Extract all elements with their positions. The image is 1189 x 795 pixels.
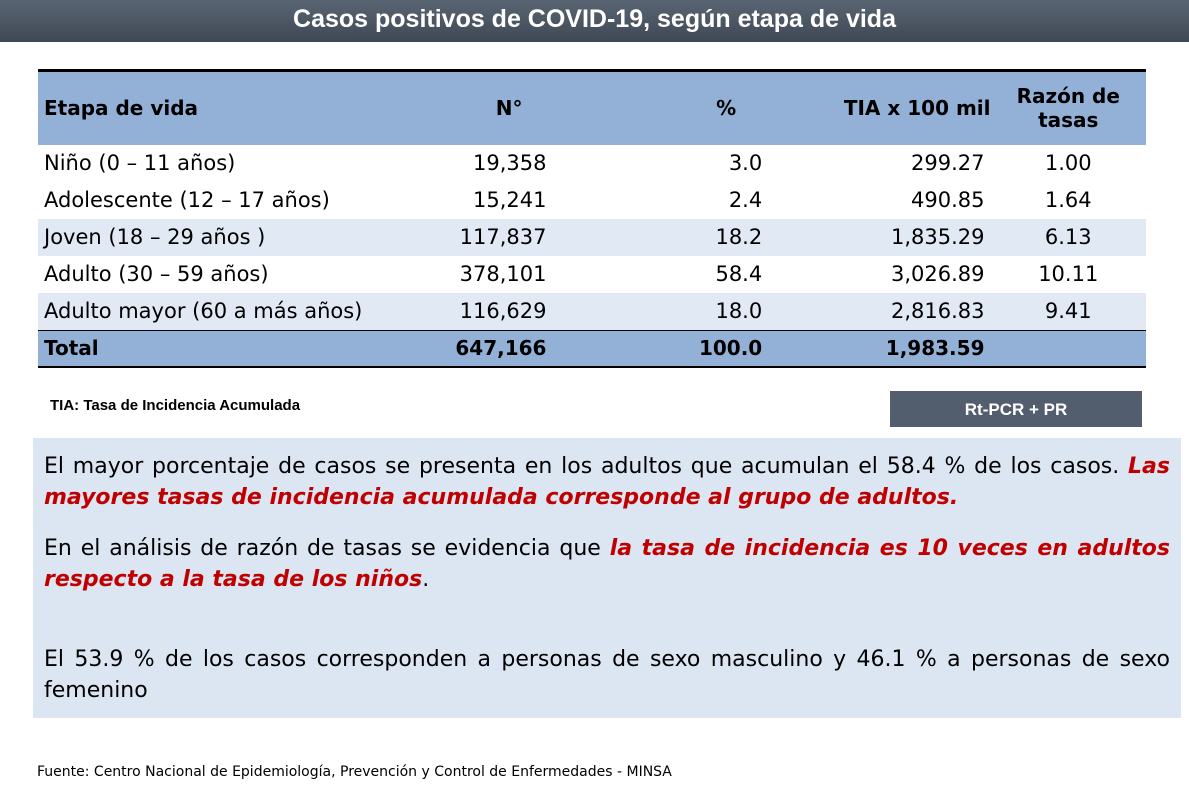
finding-1-highlight: Las mayores tasas de incidencia acumulad…: [44, 454, 1170, 510]
finding-paragraph-3: El 53.9 % de los casos corresponden a pe…: [44, 647, 1170, 703]
header-razon: Razón de tasas: [1016, 84, 1120, 133]
cell-razon: 1.64: [1044, 188, 1092, 212]
finding-paragraph-1: El mayor porcentaje de casos se presenta…: [44, 451, 1170, 513]
cell-tia: 490.85: [911, 188, 985, 212]
cell-n: 19,358: [472, 151, 547, 175]
table-total-row: Total 647,166 100.0 1,983.59: [38, 330, 1146, 367]
table-row: Adulto (30 – 59 años) 378,101 58.4 3,026…: [38, 256, 1146, 293]
header-n: N°: [495, 96, 523, 121]
cell-etapa: Joven (18 – 29 años ): [44, 225, 266, 249]
total-percent: 100.0: [698, 336, 763, 360]
table-row: Adulto mayor (60 a más años) 116,629 18.…: [38, 292, 1146, 330]
cell-percent: 58.4: [715, 262, 763, 286]
cell-percent: 18.2: [715, 225, 763, 249]
cell-percent: 18.0: [715, 299, 763, 323]
cell-tia: 3,026.89: [890, 262, 985, 286]
header-etapa: Etapa de vida: [44, 96, 199, 121]
method-badge: Rt-PCR + PR: [890, 391, 1142, 427]
cell-tia: 2,816.83: [890, 299, 985, 323]
table-header-row: Etapa de vida N° % TIA x 100 mil Razón d…: [38, 70, 1146, 145]
cell-n: 117,837: [459, 225, 547, 249]
cell-razon: 1.00: [1044, 151, 1092, 175]
header-tia: TIA x 100 mil: [843, 96, 991, 121]
cell-etapa: Adolescente (12 – 17 años): [44, 188, 330, 212]
cell-n: 116,629: [459, 299, 547, 323]
cell-n: 378,101: [459, 262, 547, 286]
findings-box: [33, 438, 1181, 718]
tia-footnote: TIA: Tasa de Incidencia Acumulada: [50, 397, 301, 414]
cell-etapa: Adulto mayor (60 a más años): [44, 299, 363, 323]
slide-title: Casos positivos de COVID-19, según etapa…: [0, 0, 1189, 42]
finding-2-highlight: la tasa de incidencia es 10 veces en adu…: [44, 536, 1171, 592]
cell-tia: 1,835.29: [890, 225, 985, 249]
finding-2-end: .: [422, 567, 430, 592]
total-tia: 1,983.59: [885, 336, 985, 360]
cell-etapa: Adulto (30 – 59 años): [44, 262, 269, 286]
source-note: Fuente: Centro Nacional de Epidemiología…: [37, 764, 672, 780]
cell-etapa: Niño (0 – 11 años): [44, 151, 236, 175]
cell-razon: 10.11: [1038, 262, 1099, 286]
header-percent: %: [716, 96, 737, 121]
table-row: Niño (0 – 11 años) 19,358 3.0 299.27 1.0…: [38, 145, 1146, 182]
cell-percent: 2.4: [728, 188, 763, 212]
total-razon: [991, 330, 1147, 367]
finding-paragraph-2: En el análisis de razón de tasas se evid…: [44, 533, 1170, 595]
cell-tia: 299.27: [911, 151, 985, 175]
total-n: 647,166: [455, 336, 547, 360]
cell-percent: 3.0: [728, 151, 763, 175]
total-label: Total: [44, 336, 99, 360]
cases-by-life-stage-table: Etapa de vida N° % TIA x 100 mil Razón d…: [38, 69, 1146, 368]
cell-n: 15,241: [472, 188, 547, 212]
table-row: Adolescente (12 – 17 años) 15,241 2.4 49…: [38, 182, 1146, 219]
finding-1-text: El mayor porcentaje de casos se presenta…: [44, 454, 1129, 479]
cell-razon: 6.13: [1044, 225, 1092, 249]
table-row: Joven (18 – 29 años ) 117,837 18.2 1,835…: [38, 218, 1146, 256]
cell-razon: 9.41: [1044, 299, 1092, 323]
finding-2-text: En el análisis de razón de tasas se evid…: [44, 536, 610, 561]
